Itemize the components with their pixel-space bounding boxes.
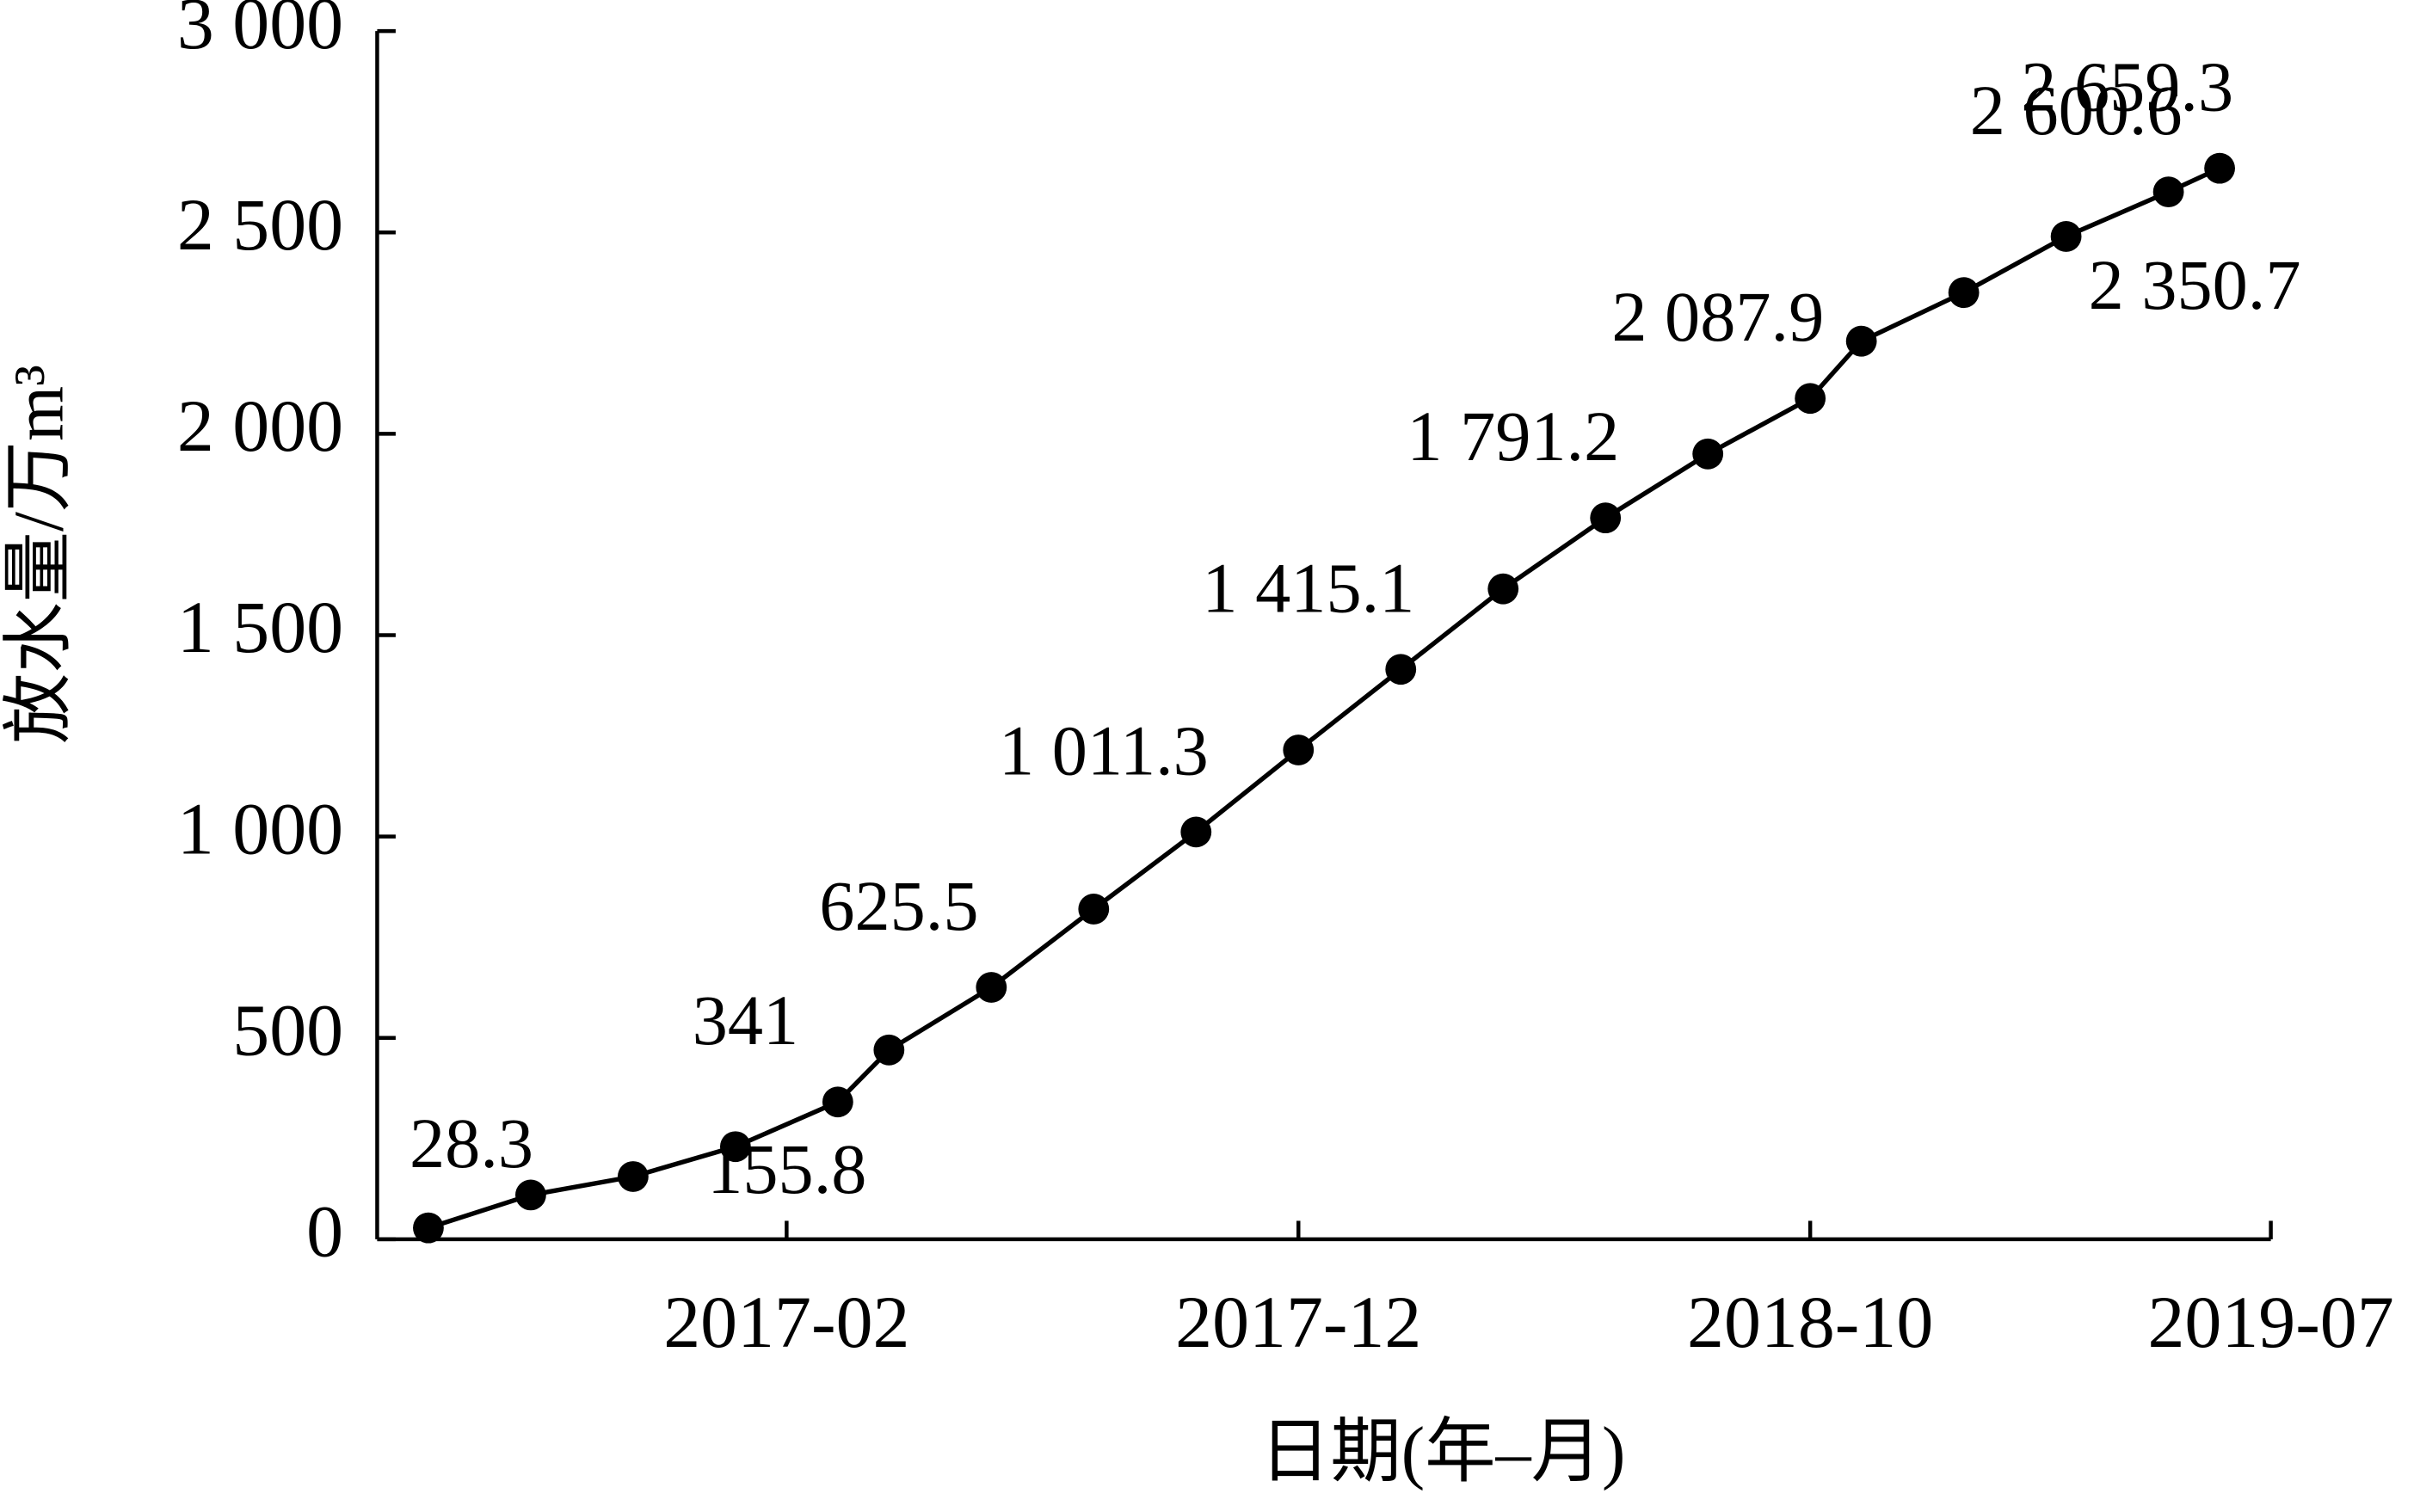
point bbox=[617, 1161, 649, 1192]
value-label: 1 011.3 bbox=[999, 711, 1209, 790]
x-axis-title: 日期(年–月) bbox=[1259, 1413, 1625, 1491]
y-axis-title: 放水量/万m³ bbox=[0, 365, 78, 744]
point bbox=[719, 1131, 751, 1163]
y-tick-label: 2 000 bbox=[177, 384, 343, 467]
point bbox=[1385, 654, 1417, 685]
y-tick-label: 0 bbox=[306, 1190, 343, 1273]
x-tick-label: 2018-10 bbox=[1687, 1281, 1933, 1363]
x-tick-label: 2019-07 bbox=[2147, 1281, 2393, 1363]
point bbox=[822, 1086, 853, 1118]
x-tick-label: 2017-12 bbox=[1175, 1281, 1421, 1363]
y-tick-label: 2 500 bbox=[177, 183, 343, 266]
value-label: 2 350.7 bbox=[2089, 246, 2301, 324]
y-tick-label: 500 bbox=[232, 989, 343, 1072]
value-label: 2 659.3 bbox=[2021, 48, 2233, 126]
line bbox=[428, 166, 2221, 1231]
value-label: 625.5 bbox=[819, 867, 978, 945]
value-label: 2 087.9 bbox=[1611, 278, 1824, 356]
point bbox=[515, 1179, 546, 1211]
point bbox=[1283, 734, 1315, 765]
point bbox=[2204, 152, 2235, 184]
value-label: 2 600.6 bbox=[1970, 71, 2183, 150]
point bbox=[873, 1034, 905, 1066]
point bbox=[1078, 894, 1110, 925]
point bbox=[1845, 325, 1877, 357]
value-label: 1 415.1 bbox=[1202, 549, 1414, 627]
point bbox=[1948, 277, 1980, 309]
y-tick-label: 3 000 bbox=[177, 0, 343, 65]
point bbox=[1487, 573, 1519, 605]
point bbox=[413, 1212, 444, 1244]
value-label: 28.3 bbox=[410, 1104, 533, 1183]
point bbox=[976, 972, 1007, 1003]
point bbox=[1795, 383, 1826, 415]
y-tick-label: 1 500 bbox=[177, 586, 343, 668]
point bbox=[1180, 816, 1212, 848]
value-label: 341 bbox=[693, 981, 798, 1060]
point bbox=[1692, 438, 1724, 470]
point bbox=[1590, 502, 1622, 534]
x-tick-label: 2017-02 bbox=[663, 1281, 909, 1363]
point bbox=[2152, 176, 2184, 208]
point bbox=[2050, 221, 2082, 252]
value-label: 1 791.2 bbox=[1407, 397, 1619, 476]
y-tick-label: 1 000 bbox=[177, 787, 343, 870]
